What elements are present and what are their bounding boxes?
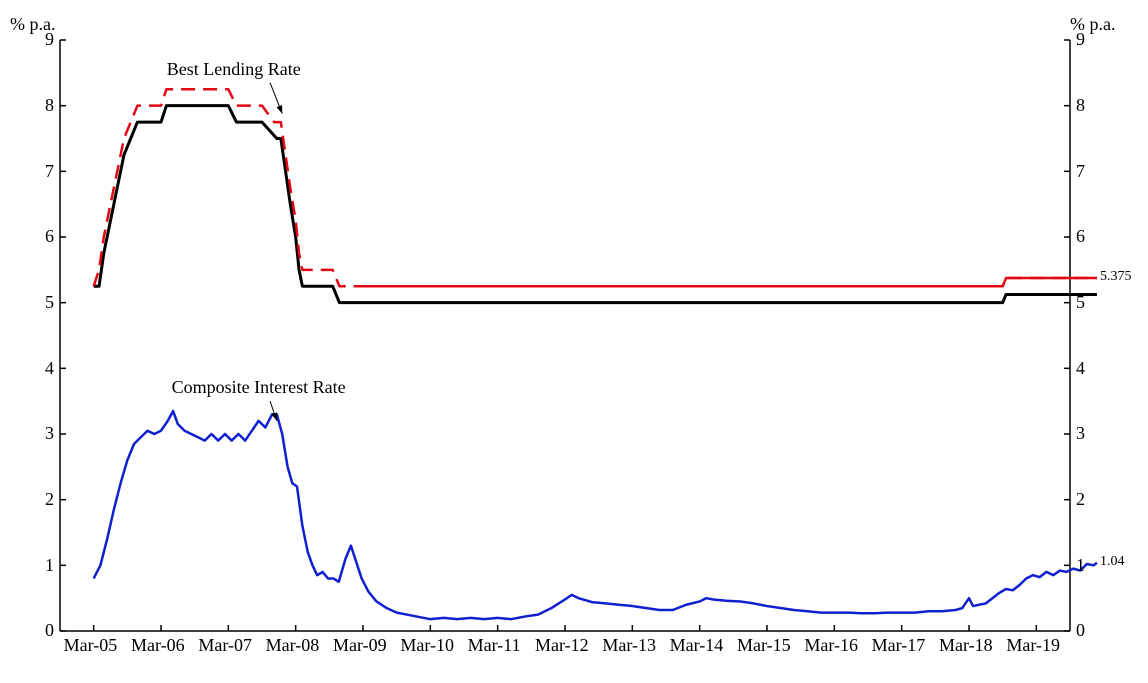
y-tick-left: 3 xyxy=(45,423,54,444)
x-tick: Mar-05 xyxy=(64,635,118,656)
y-tick-left: 1 xyxy=(45,555,54,576)
y-tick-left: 8 xyxy=(45,95,54,116)
x-tick: Mar-19 xyxy=(1006,635,1060,656)
x-tick: Mar-15 xyxy=(737,635,791,656)
x-tick: Mar-10 xyxy=(400,635,454,656)
x-tick: Mar-18 xyxy=(939,635,993,656)
series-best_lending_rate_red xyxy=(94,89,1097,286)
y-tick-left: 0 xyxy=(45,620,54,641)
y-tick-right: 4 xyxy=(1076,358,1085,379)
y-tick-right: 7 xyxy=(1076,161,1085,182)
y-tick-right: 2 xyxy=(1076,489,1085,510)
series-best_lending_rate_black xyxy=(94,106,1097,303)
y-tick-right: 6 xyxy=(1076,226,1085,247)
x-tick: Mar-12 xyxy=(535,635,589,656)
y-tick-right: 5 xyxy=(1076,292,1085,313)
y-tick-left: 4 xyxy=(45,358,54,379)
x-tick: Mar-11 xyxy=(468,635,521,656)
y-tick-left: 7 xyxy=(45,161,54,182)
side-value-label: 5.375 xyxy=(1100,269,1132,285)
y-tick-right: 1 xyxy=(1076,555,1085,576)
annotation-arrow xyxy=(270,83,282,114)
x-tick: Mar-16 xyxy=(804,635,858,656)
x-tick: Mar-06 xyxy=(131,635,185,656)
x-tick: Mar-07 xyxy=(198,635,252,656)
annotation-label: Composite Interest Rate xyxy=(172,377,346,398)
y-tick-right: 3 xyxy=(1076,423,1085,444)
x-tick: Mar-17 xyxy=(872,635,926,656)
y-tick-right: 9 xyxy=(1076,29,1085,50)
y-tick-right: 0 xyxy=(1076,620,1085,641)
x-tick: Mar-13 xyxy=(602,635,656,656)
x-tick: Mar-08 xyxy=(266,635,320,656)
series-composite_interest_rate xyxy=(94,411,1097,619)
series-best_lending_rate_red_solid xyxy=(363,278,1097,286)
annotation-label: Best Lending Rate xyxy=(167,59,301,80)
side-value-label: 1.04 xyxy=(1100,554,1125,570)
y-tick-left: 2 xyxy=(45,489,54,510)
y-tick-left: 6 xyxy=(45,226,54,247)
x-tick: Mar-14 xyxy=(670,635,724,656)
y-tick-left: 9 xyxy=(45,29,54,50)
x-tick: Mar-09 xyxy=(333,635,387,656)
chart-container: % p.a. % p.a. 00112233445566778899Mar-05… xyxy=(0,0,1148,683)
y-tick-left: 5 xyxy=(45,292,54,313)
y-tick-right: 8 xyxy=(1076,95,1085,116)
line-chart xyxy=(0,0,1148,683)
